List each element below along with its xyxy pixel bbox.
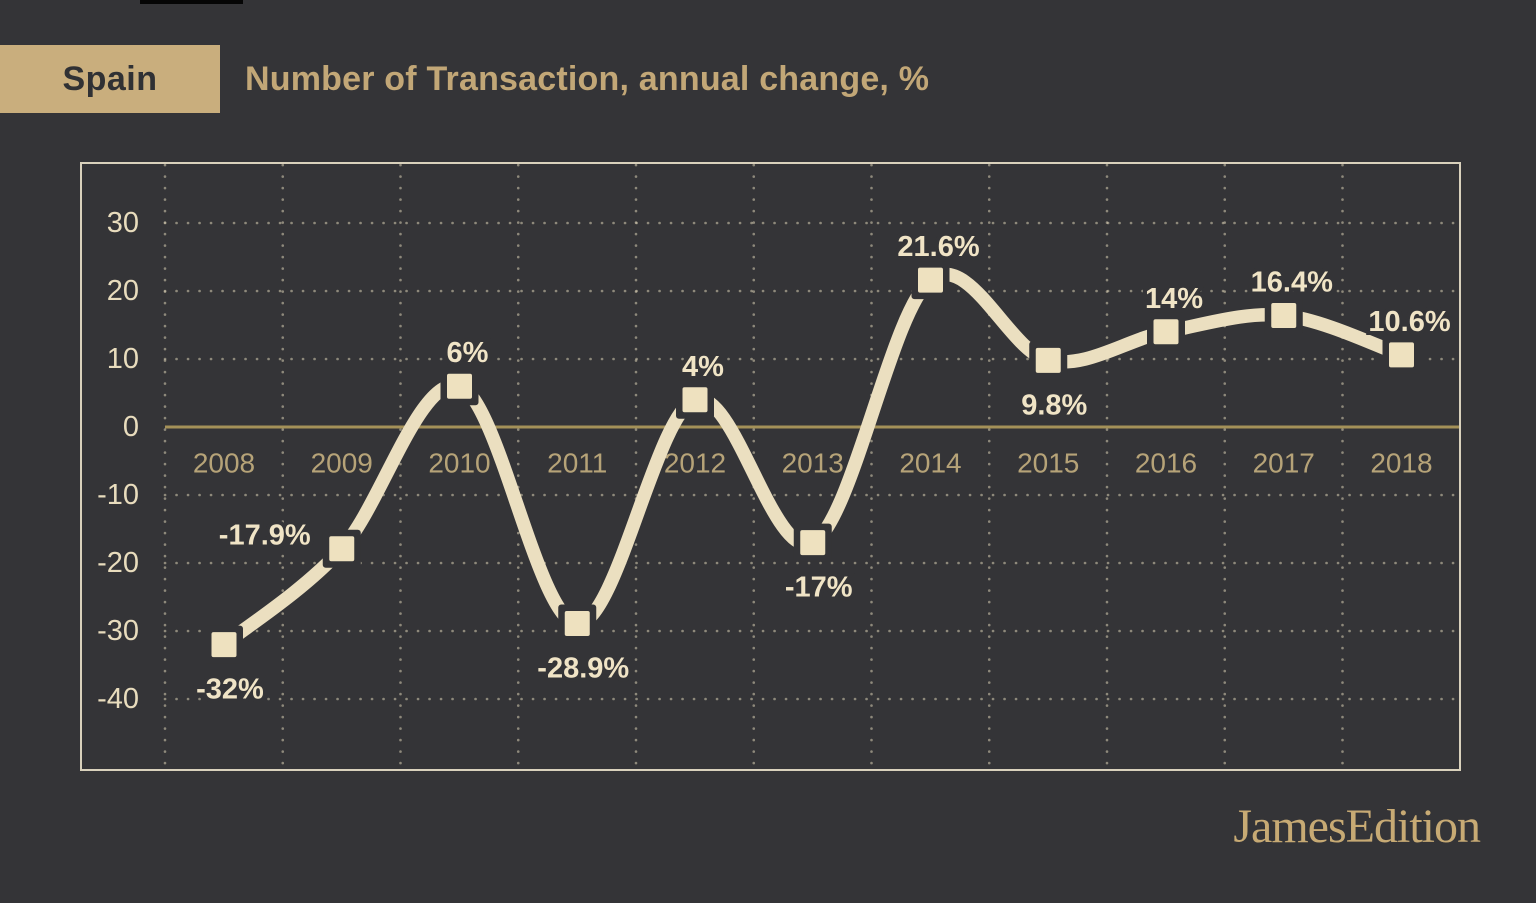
data-marker bbox=[918, 267, 943, 293]
y-tick-label: 10 bbox=[107, 343, 139, 375]
y-tick-label: 20 bbox=[107, 275, 139, 307]
value-label: -28.9% bbox=[537, 653, 629, 685]
country-label: Spain bbox=[0, 45, 220, 113]
country-label-text: Spain bbox=[62, 59, 158, 98]
value-label: 16.4% bbox=[1251, 266, 1333, 298]
y-tick-label: 30 bbox=[107, 207, 139, 239]
data-marker bbox=[1271, 302, 1297, 328]
value-label: -17.9% bbox=[219, 520, 311, 552]
year-label: 2018 bbox=[1370, 448, 1432, 479]
year-label: 2014 bbox=[899, 448, 961, 479]
value-label: 14% bbox=[1145, 283, 1203, 315]
value-label: 4% bbox=[682, 351, 724, 383]
value-label: 6% bbox=[447, 337, 489, 369]
data-marker bbox=[564, 611, 590, 637]
year-label: 2015 bbox=[1017, 448, 1079, 479]
y-tick-label: 0 bbox=[123, 411, 139, 443]
data-marker bbox=[211, 632, 237, 658]
y-tick-label: -10 bbox=[97, 479, 139, 511]
data-marker bbox=[1153, 319, 1179, 345]
value-label: 21.6% bbox=[897, 231, 979, 263]
chart-frame bbox=[80, 162, 1461, 771]
brand-logo: JamesEdition bbox=[1233, 800, 1481, 853]
chart-title: Number of Transaction, annual change, % bbox=[245, 59, 930, 98]
header: Spain Number of Transaction, annual chan… bbox=[0, 45, 1536, 113]
year-label: 2008 bbox=[193, 448, 255, 479]
data-marker bbox=[682, 387, 708, 413]
year-label: 2016 bbox=[1135, 448, 1197, 479]
data-marker bbox=[1035, 347, 1061, 373]
data-marker bbox=[447, 373, 472, 399]
y-tick-label: -40 bbox=[97, 683, 139, 715]
year-label: 2013 bbox=[782, 448, 844, 479]
data-marker bbox=[1389, 342, 1414, 368]
value-label: -32% bbox=[196, 674, 264, 706]
year-label: 2009 bbox=[311, 448, 373, 479]
top-strip-decoration bbox=[140, 0, 243, 4]
value-label: 9.8% bbox=[1021, 389, 1087, 421]
year-label: 2012 bbox=[664, 448, 726, 479]
year-label: 2010 bbox=[428, 448, 490, 479]
year-label: 2017 bbox=[1253, 448, 1315, 479]
value-label: 10.6% bbox=[1368, 306, 1450, 338]
value-label: -17% bbox=[785, 572, 853, 604]
year-label: 2011 bbox=[547, 448, 607, 479]
y-tick-label: -30 bbox=[97, 615, 139, 647]
data-marker bbox=[329, 536, 355, 562]
data-marker bbox=[800, 530, 826, 556]
y-tick-label: -20 bbox=[97, 547, 139, 579]
